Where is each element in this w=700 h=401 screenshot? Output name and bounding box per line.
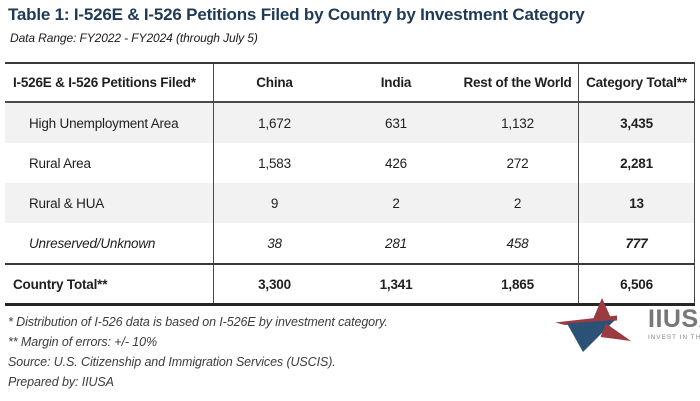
row-country-total: Country Total** 3,300 1,341 1,865 6,506 <box>5 263 695 303</box>
header-cell-india: India <box>380 75 412 90</box>
header-cell-petitions-filed: I-526E & I-526 Petitions Filed* <box>13 75 196 90</box>
data-range-subtitle: Data Range: FY2022 - FY2024 (through Jul… <box>10 31 258 45</box>
cell-china: 3,300 <box>213 265 335 303</box>
footnote-margin-of-error: ** Margin of errors: +/- 10% <box>8 335 157 349</box>
header-cell-rest-of-world: Rest of the World <box>463 75 572 90</box>
cell-china: 9 <box>213 183 335 223</box>
footnote-distribution: * Distribution of I-526 data is based on… <box>8 315 388 329</box>
cell-category-total: 777 <box>578 223 695 263</box>
cell-category-total: 6,506 <box>578 265 695 303</box>
cell-india: 2 <box>392 195 400 211</box>
row-label: High Unemployment Area <box>29 115 179 131</box>
table-header-row: I-526E & I-526 Petitions Filed* China In… <box>5 64 695 103</box>
row-label: Country Total** <box>13 276 108 292</box>
cell-rest-of-world: 272 <box>506 155 529 171</box>
header-cell-category-total: Category Total** <box>578 64 695 101</box>
cell-rest-of-world: 1,132 <box>501 115 534 131</box>
cell-rest-of-world: 1,865 <box>501 276 534 292</box>
row-label: Unreserved/Unknown <box>29 235 156 251</box>
footnotes: * Distribution of I-526 data is based on… <box>8 312 388 392</box>
cell-india: 281 <box>385 235 407 251</box>
petitions-table: I-526E & I-526 Petitions Filed* China In… <box>5 62 695 306</box>
cell-india: 1,341 <box>379 276 413 292</box>
iiusa-logo-text: IIUSA INVEST IN THE USA <box>648 305 700 342</box>
table-title: Table 1: I-526E & I-526 Petitions Filed … <box>8 5 585 24</box>
cell-category-total: 2,281 <box>578 143 695 183</box>
row-unreserved-unknown: Unreserved/Unknown 38 281 458 777 <box>5 223 695 263</box>
row-rural-area: Rural Area 1,583 426 272 2,281 <box>5 143 695 183</box>
iiusa-logo: IIUSA INVEST IN THE USA <box>554 295 700 353</box>
cell-india: 631 <box>385 115 407 131</box>
cell-rest-of-world: 2 <box>513 195 522 211</box>
cell-china: 38 <box>213 223 335 263</box>
cell-category-total: 13 <box>578 183 695 223</box>
cell-india: 426 <box>385 155 407 171</box>
row-label: Rural & HUA <box>29 195 105 211</box>
iiusa-logo-tagline: INVEST IN THE USA <box>648 334 700 341</box>
row-label: Rural Area <box>29 155 91 171</box>
footnote-prepared-by: Prepared by: IIUSA <box>8 375 114 389</box>
row-rural-hua: Rural & HUA 9 2 2 13 <box>5 183 695 223</box>
row-high-unemployment-area: High Unemployment Area 1,672 631 1,132 3… <box>5 103 695 143</box>
header-cell-china: China <box>213 64 335 101</box>
cell-rest-of-world: 458 <box>506 235 529 251</box>
iiusa-star-icon <box>555 298 631 352</box>
cell-category-total: 3,435 <box>578 103 695 143</box>
footnote-source: Source: U.S. Citizenship and Immigration… <box>8 355 336 369</box>
cell-china: 1,583 <box>213 143 335 183</box>
cell-china: 1,672 <box>213 103 335 143</box>
iiusa-logo-name: IIUSA <box>648 305 700 333</box>
